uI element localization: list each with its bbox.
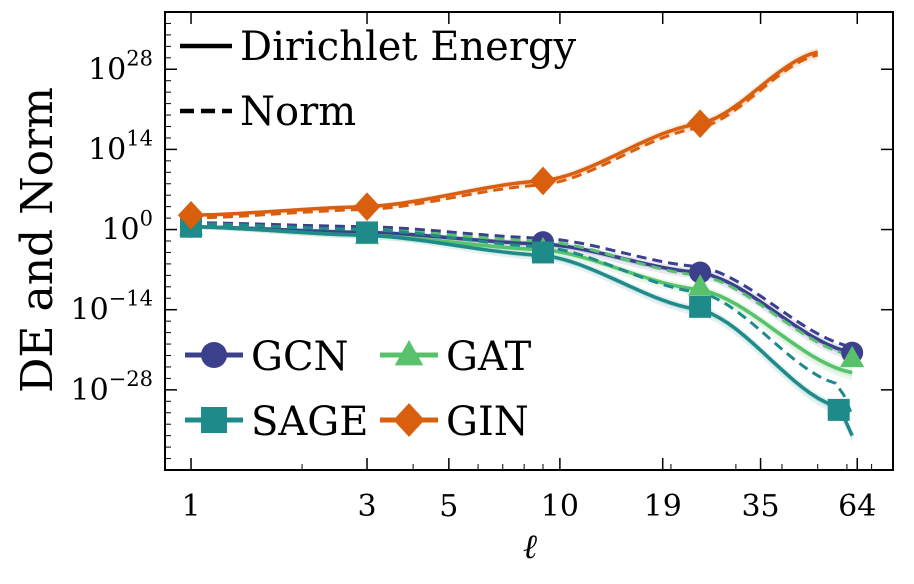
legend-gat-marker [394,340,424,366]
legend-gin-marker [393,403,425,437]
gin-dirichlet-line [190,50,819,217]
legend-sage-label: SAGE [251,399,368,445]
x-tick-label-0: 1 [181,489,200,524]
legend-solid-label: Dirichlet Energy [240,24,577,70]
x-axis-label: ℓ [523,527,537,567]
gin-norm-line [190,53,819,220]
sage-dirichlet-line [190,224,854,437]
x-tick-label-6: 64 [838,489,876,524]
y-tick-label-3: 10−14 [70,287,153,328]
model-legend: GCN GAT SAGE GIN [185,334,532,445]
legend-gat-label: GAT [446,334,532,380]
legend-gin-label: GIN [446,399,529,445]
x-tick-label-2: 5 [439,489,458,524]
sage-marker-3 [689,295,712,318]
legend-dashed-label: Norm [240,89,356,135]
sage-marker-2 [532,241,555,264]
gin-marker-0 [177,200,205,230]
gin-marker-3 [686,109,714,138]
legend-gcn-label: GCN [251,334,349,380]
y-tick-label-2: 100 [101,207,153,248]
legend-sage-marker [201,407,227,433]
x-tick-label-4: 19 [644,489,682,524]
sage-marker-4 [827,398,850,421]
sage-norm-line [190,222,854,417]
x-tick-label-1: 3 [357,489,376,524]
x-tick-label-5: 35 [741,489,779,524]
gat-marker-4 [840,345,865,368]
style-legend: Dirichlet Energy Norm [180,24,577,135]
x-tick-label-3: 10 [541,489,579,524]
series-lines [190,50,854,437]
gat-marker-3 [688,274,713,296]
gcn-dirichlet-line [190,224,853,355]
series-markers [177,109,865,421]
y-axis-label: DE and Norm [12,87,63,393]
gin-marker-2 [529,166,557,196]
legend-gcn-marker [201,342,227,368]
y-tick-label-0: 1028 [88,46,153,87]
y-tick-label-1: 1014 [88,126,153,167]
gin-marker-1 [353,192,381,221]
gcn-marker-3 [689,261,712,284]
y-tick-label-4: 10−28 [70,367,153,408]
sage-marker-1 [356,221,379,244]
